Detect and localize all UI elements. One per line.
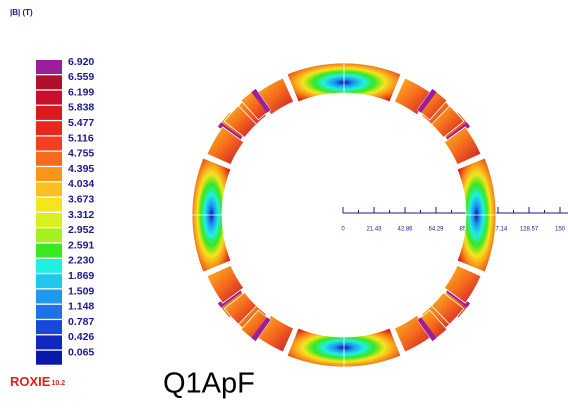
block-tip [417,88,437,113]
logo-name: ROXIE [10,374,51,389]
legend-swatch [36,228,62,243]
side-block [443,126,482,166]
scale-label: 0 [341,227,345,233]
legend-swatch [36,320,62,335]
legend-swatch [36,90,62,105]
side-block [223,292,258,325]
legend-value: 2.591 [68,239,94,251]
legend-swatch [36,213,62,227]
legend-swatch [36,274,62,289]
legend-swatch [36,289,62,304]
side-block [416,88,448,121]
coil-cross-section [191,62,497,368]
color-legend: 6.920 6.559 6.199 5.838 5.477 5.116 4.755 4.395… [36,56,94,365]
legend-value: 5.838 [68,102,94,114]
side-block [206,126,245,166]
field-title: |B| (T) [10,8,33,17]
side-block [206,264,245,304]
scale-label: 42.86 [397,227,413,233]
legend-swatch [36,197,62,212]
legend-value: 5.116 [68,132,94,144]
scale-label: 150 [555,227,566,233]
side-block [240,309,272,342]
legend-value: 0.787 [68,316,94,328]
legend-swatch [36,243,62,258]
legend-value: 0.426 [68,331,94,343]
side-block [240,88,272,121]
legend-swatch [36,121,62,136]
legend-value: 2.952 [68,224,94,236]
legend-swatch [36,151,62,166]
legend-swatch [36,167,62,182]
legend-value: 4.395 [68,163,94,175]
legend-swatch [36,136,62,151]
legend-value: 6.559 [68,71,94,83]
magnet-label: Q1ApF [163,368,255,400]
logo-version: 10.2 [51,380,65,387]
side-block [416,309,448,342]
legend-value: 6.199 [68,86,94,98]
legend-value: 0.065 [68,346,94,358]
legend-swatch [36,335,62,350]
legend-swatch [36,304,62,319]
legend-value: 3.673 [68,193,94,205]
side-block [443,264,482,304]
legend-value: 1.509 [68,285,94,297]
legend-swatch [36,75,62,90]
legend-swatch [36,60,62,74]
legend-swatch [36,350,62,365]
legend-value: 5.477 [68,117,94,129]
block-tip [251,88,271,113]
legend-value: 2.230 [68,255,94,267]
legend-value: 4.755 [68,148,94,160]
legend-swatch [36,182,62,197]
legend-value: 1.869 [68,270,94,282]
legend-value: 6.920 [68,56,94,68]
scale-label: 128.57 [520,227,539,233]
scale-label: 107.14 [489,227,508,233]
side-block [430,292,465,325]
block-tip [251,317,271,342]
logo: ROXIE10.2 [10,374,65,389]
side-block [430,105,465,138]
legend-value: 4.034 [68,178,94,190]
legend-swatch [36,258,62,273]
side-block [223,105,258,138]
scale-label: 21.43 [366,227,382,233]
scale-label: 64.29 [428,227,444,233]
block-tip [417,317,437,342]
legend-value: 1.148 [68,301,94,313]
legend-value: 3.312 [68,209,94,221]
legend-swatch [36,105,62,120]
